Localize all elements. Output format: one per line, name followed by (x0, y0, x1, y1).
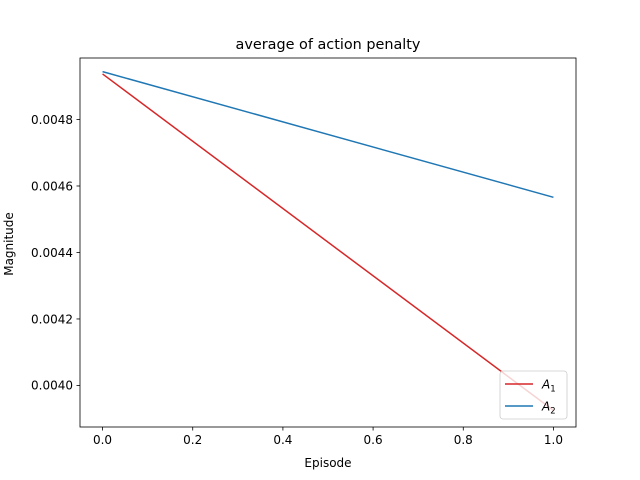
y-tick-label: 0.0046 (31, 179, 73, 193)
y-axis-label: Magnitude (2, 212, 16, 276)
series-line-a1 (102, 73, 554, 411)
x-tick-label: 0.2 (183, 433, 202, 447)
x-tick-label: 0.4 (273, 433, 292, 447)
chart-title: average of action penalty (236, 37, 421, 53)
legend-label-a2: A2 (541, 400, 556, 417)
x-axis-label: Episode (304, 456, 351, 470)
y-tick-label: 0.0042 (31, 312, 73, 326)
x-tick-label: 0.0 (93, 433, 112, 447)
x-tick-label: 1.0 (544, 433, 563, 447)
series-line-a2 (102, 70, 554, 199)
y-tick-label: 0.0040 (31, 379, 73, 393)
y-tick-label: 0.0044 (31, 246, 73, 260)
axes-frame (79, 57, 577, 428)
legend-label-a1: A1 (541, 378, 556, 395)
legend-box (499, 370, 568, 420)
y-tick-label: 0.0048 (31, 113, 73, 127)
plot-area: 0.0 0.2 0.4 0.6 0.8 1.0 0.0040 0.0042 0.0044 0.00… (31, 57, 577, 447)
x-tick-label: 0.6 (364, 433, 383, 447)
x-tick-label: 0.8 (454, 433, 473, 447)
